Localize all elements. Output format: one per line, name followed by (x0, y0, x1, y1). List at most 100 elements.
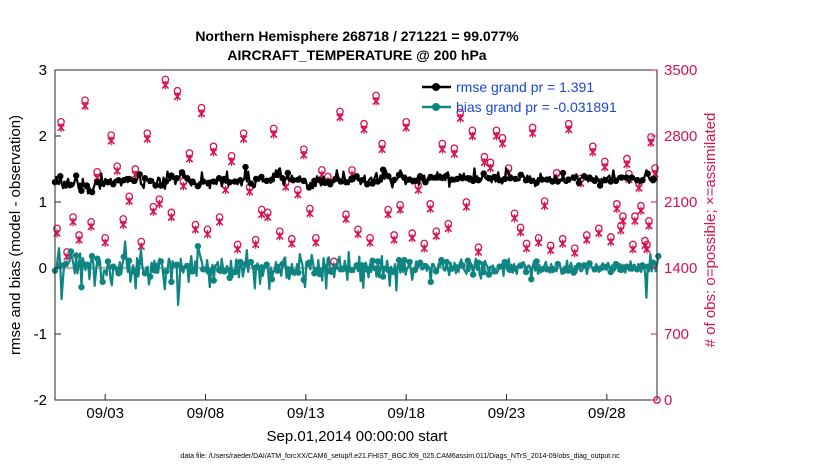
bias-point (242, 260, 249, 268)
bias-point (575, 262, 583, 269)
rmse-point (332, 175, 339, 183)
rmse-point (279, 175, 286, 182)
bias-point (67, 248, 75, 255)
rmse-point (612, 177, 620, 185)
bias-point (639, 262, 646, 269)
bias-point (485, 271, 493, 278)
bias-point (422, 262, 429, 270)
bias-point (83, 261, 90, 268)
rmse-point (258, 173, 265, 181)
obs-assimilated-point (378, 145, 386, 154)
rmse-point (168, 172, 175, 179)
obs-assimilated-point (444, 224, 453, 233)
bias-point (570, 269, 577, 276)
bias-point (141, 270, 149, 277)
bias-point (125, 257, 133, 264)
right-y-axis: 0 700 1400 2100 2800 3500 (651, 62, 697, 409)
rmse-point (628, 174, 636, 181)
bias-point (448, 265, 456, 272)
bias-point (168, 278, 175, 286)
bias-point (311, 270, 318, 277)
bias-point (623, 263, 630, 270)
obs-assimilated-point (645, 221, 653, 230)
rmse-point (88, 188, 96, 196)
bias-point (152, 267, 159, 274)
bias-point (612, 260, 620, 268)
rmse-point (559, 169, 567, 177)
bias-point (581, 262, 588, 269)
rmse-point (348, 176, 355, 183)
rmse-point (565, 176, 572, 183)
rmse-point (231, 178, 239, 185)
bias-point (633, 266, 641, 273)
obs-assimilated-point (57, 123, 65, 132)
rmse-point (618, 174, 625, 181)
left-tick-label: -1 (34, 326, 47, 343)
x-axis: 09/03 09/08 09/13 09/18 09/23 09/28 (86, 394, 626, 422)
obs-assimilated-point (617, 226, 625, 235)
rmse-point (147, 177, 154, 185)
bias-point (289, 268, 297, 276)
bias-point (528, 276, 535, 283)
bias-point (475, 259, 482, 266)
rmse-point (554, 178, 561, 185)
rmse-point (596, 182, 604, 189)
obs-assimilated-point (251, 240, 260, 249)
bias-point (342, 265, 350, 272)
obs-assimilated-point (396, 205, 404, 214)
legend: rmse grand pr = 1.391 bias grand pr = -0… (422, 79, 617, 115)
obs-assimilated-point (589, 148, 597, 157)
obs-assimilated-point (420, 244, 428, 253)
rmse-point (178, 169, 186, 176)
obs-assimilated-point (185, 154, 194, 164)
left-tick-label: -2 (34, 392, 47, 409)
obs-assimilated-point (641, 241, 649, 250)
data-file-footnote: data file: /Users/raeder/DAI/ATM_forcXX/… (180, 453, 620, 460)
rmse-point (342, 179, 350, 186)
rmse-point (432, 174, 440, 181)
x-tick-label: 09/13 (287, 405, 325, 422)
bias-point (649, 259, 657, 266)
rmse-point (157, 182, 165, 189)
bias-point (57, 262, 64, 269)
rmse-point (390, 177, 397, 184)
rmse-point (173, 175, 180, 182)
obs-assimilated-point (161, 81, 170, 90)
obs-assimilated-point (215, 217, 224, 227)
bias-point (459, 262, 466, 269)
bias-point (348, 266, 355, 274)
obs-assimilated-point (534, 238, 543, 247)
bias-point (104, 258, 112, 265)
obs-assimilated-point (191, 225, 200, 234)
rmse-point (533, 179, 540, 187)
rmse-point (623, 174, 630, 181)
obs-assimilated-point (528, 129, 537, 138)
bias-point (559, 268, 567, 275)
obs-assimilated-point (101, 238, 109, 247)
bias-point (258, 264, 265, 271)
rmse-point (205, 179, 212, 187)
rmse-point (316, 177, 323, 184)
right-axis-zero-marker (653, 396, 661, 404)
rmse-point (189, 178, 196, 185)
rmse-point (422, 179, 429, 186)
legend-rmse-label: rmse grand pr = 1.391 (456, 79, 594, 95)
bias-point (369, 257, 376, 264)
obs-assimilated-point (456, 114, 465, 123)
rmse-point (379, 166, 387, 173)
rmse-point (210, 178, 217, 185)
obs-assimilated-point (468, 132, 477, 141)
bias-point (205, 268, 212, 275)
obs-assimilated-point (81, 101, 89, 111)
rmse-point (242, 163, 249, 171)
rmse-point (416, 173, 424, 180)
rmse-point (136, 171, 143, 178)
rmse-point (199, 178, 207, 185)
x-tick-label: 09/23 (488, 405, 526, 422)
obs-assimilated-point (197, 109, 206, 118)
rmse-point (57, 173, 64, 180)
bias-point (501, 258, 509, 266)
rmse-point (501, 175, 509, 183)
obs-assimilated-point (540, 201, 549, 211)
